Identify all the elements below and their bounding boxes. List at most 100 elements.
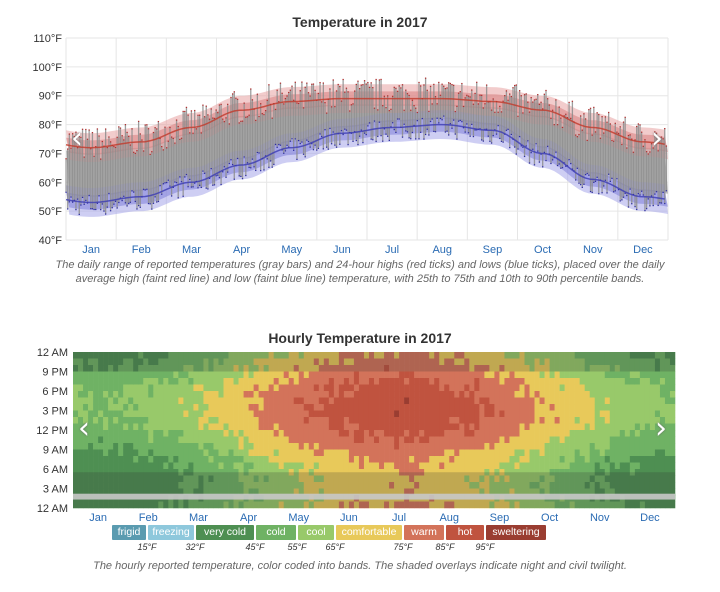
daily-high-tick	[484, 103, 486, 105]
heat-cell	[664, 417, 671, 424]
heat-cell	[599, 384, 606, 392]
daily-range-bar	[599, 138, 602, 180]
heat-cell	[634, 482, 641, 489]
heat-cell	[484, 352, 490, 359]
heat-cell	[549, 430, 555, 437]
heat-cell	[564, 443, 570, 450]
heat-cell	[278, 417, 284, 424]
chart2-next-arrow-icon[interactable]: ›	[655, 411, 667, 446]
heat-cell	[609, 371, 616, 379]
daily-low-tick	[103, 210, 105, 212]
heat-cell	[338, 417, 345, 424]
heat-cell	[208, 449, 214, 457]
heat-cell	[118, 391, 124, 398]
heat-cell	[614, 449, 621, 457]
daily-high-tick	[334, 106, 336, 108]
heat-cell	[489, 443, 495, 450]
daily-low-tick	[95, 208, 97, 211]
chart1-prev-arrow-icon[interactable]: ‹	[71, 121, 83, 156]
daily-low-tick	[210, 167, 212, 170]
daily-high-tick	[490, 109, 493, 111]
heat-cell	[554, 482, 560, 489]
heat-cell	[589, 436, 596, 444]
daily-low-tick	[586, 172, 588, 175]
heat-cell	[213, 443, 219, 450]
heat-cell	[303, 417, 310, 424]
heat-cell	[323, 391, 330, 398]
daily-high-tick	[662, 138, 664, 140]
daily-low-tick	[156, 201, 158, 203]
daily-range-bar	[240, 121, 242, 177]
heat-cell	[459, 488, 465, 496]
heat-cell	[353, 371, 360, 379]
heat-cell	[499, 371, 505, 379]
heat-cell	[78, 378, 84, 385]
heat-cell	[103, 417, 109, 424]
heat-cell	[173, 365, 179, 372]
daily-low-tick	[170, 195, 173, 197]
heat-cell	[454, 391, 460, 398]
heat-cell	[409, 456, 415, 463]
hour-tick-label: 9 AM	[43, 445, 68, 457]
heat-cell	[83, 365, 89, 372]
heat-cell	[414, 378, 420, 385]
heat-cell	[379, 384, 385, 392]
heat-cell	[619, 462, 626, 470]
daily-high-tick	[510, 95, 513, 98]
heat-cell	[163, 423, 169, 431]
daily-low-tick	[344, 128, 346, 130]
heat-cell	[619, 488, 626, 496]
heat-cell	[103, 378, 109, 385]
heat-cell	[404, 352, 410, 359]
heat-cell	[178, 410, 184, 418]
heat-cell	[243, 475, 249, 483]
month-label-feb: Feb	[139, 512, 158, 524]
heat-cell	[429, 365, 435, 372]
daily-low-tick	[393, 129, 395, 131]
heat-cell	[429, 436, 435, 444]
heat-cell	[524, 436, 530, 444]
daily-high-tick	[451, 83, 453, 86]
heat-cell	[283, 456, 290, 463]
heat-cell	[238, 469, 244, 476]
heat-cell	[353, 456, 360, 463]
heat-cell	[183, 488, 189, 496]
heat-cell	[238, 378, 244, 385]
heat-cell	[644, 475, 651, 483]
daily-high-tick	[621, 143, 623, 146]
daily-range-bar	[245, 117, 247, 176]
daily-high-tick	[358, 88, 361, 90]
heat-cell	[374, 365, 380, 372]
heat-cell	[108, 443, 114, 450]
heat-cell	[278, 482, 284, 489]
chart1-next-arrow-icon[interactable]: ›	[651, 121, 663, 156]
heat-cell	[103, 358, 109, 366]
heat-cell	[419, 352, 425, 359]
heat-cell	[98, 501, 104, 509]
heat-cell	[308, 404, 315, 411]
daily-low-tick	[382, 140, 384, 142]
heat-cell	[659, 449, 666, 457]
average-high-line	[65, 97, 665, 149]
heat-cell	[404, 488, 410, 496]
daily-low-tick	[385, 133, 387, 135]
heat-cell	[524, 404, 530, 411]
chart2-prev-arrow-icon[interactable]: ‹	[78, 411, 90, 446]
heat-cell	[524, 488, 530, 496]
heat-cell	[464, 423, 470, 431]
heat-cell	[459, 417, 465, 424]
heat-cell	[313, 456, 320, 463]
daily-high-tick	[121, 135, 123, 137]
heat-cell	[98, 378, 104, 385]
heat-cell	[158, 482, 164, 489]
heat-cell	[153, 430, 159, 437]
heat-cell	[634, 423, 641, 431]
daily-low-tick	[93, 208, 95, 211]
daily-high-tick	[401, 84, 404, 86]
daily-high-tick	[256, 93, 259, 95]
heat-cell	[153, 501, 159, 509]
daily-low-tick	[330, 143, 333, 145]
daily-low-tick	[629, 188, 631, 190]
daily-high-tick	[134, 152, 136, 154]
daily-range-bar	[339, 86, 341, 145]
